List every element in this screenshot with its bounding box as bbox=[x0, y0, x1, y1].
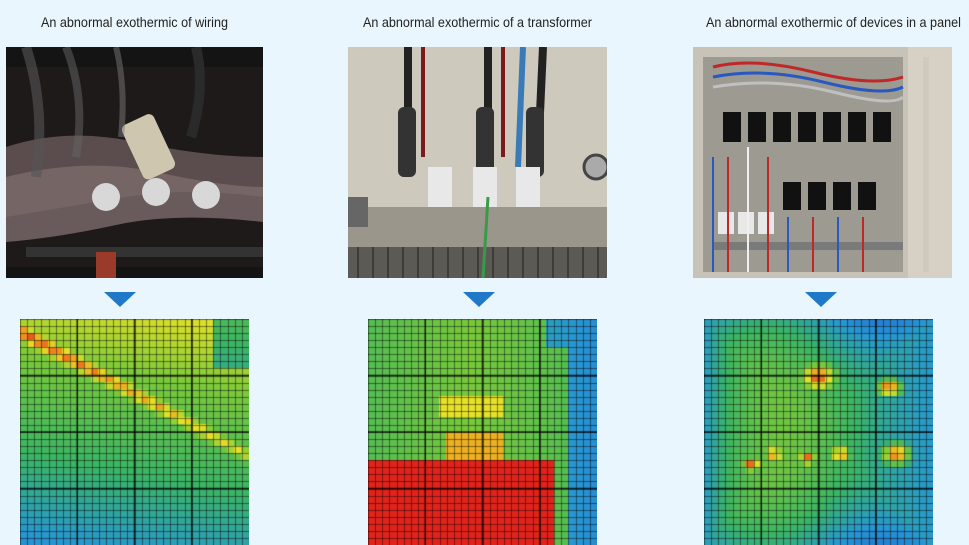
panel-title: An abnormal exothermic of wiring bbox=[40, 14, 228, 30]
down-arrow-icon bbox=[104, 292, 136, 307]
panel-devices: An abnormal exothermic of devices in a p… bbox=[693, 0, 961, 545]
down-arrow-icon bbox=[805, 292, 837, 307]
thermal-image bbox=[704, 319, 933, 545]
panel-wiring: An abnormal exothermic of wiring bbox=[6, 0, 263, 545]
transformer-photo bbox=[348, 47, 607, 278]
electrical-panel-photo bbox=[693, 47, 952, 278]
down-arrow-icon bbox=[463, 292, 495, 307]
panel-title: An abnormal exothermic of devices in a p… bbox=[705, 14, 961, 30]
panel-transformer: An abnormal exothermic of a transformer bbox=[348, 0, 607, 545]
panel-title: An abnormal exothermic of a transformer bbox=[362, 14, 592, 30]
wiring-photo bbox=[6, 47, 263, 278]
thermal-image bbox=[20, 319, 249, 545]
thermal-image bbox=[368, 319, 597, 545]
